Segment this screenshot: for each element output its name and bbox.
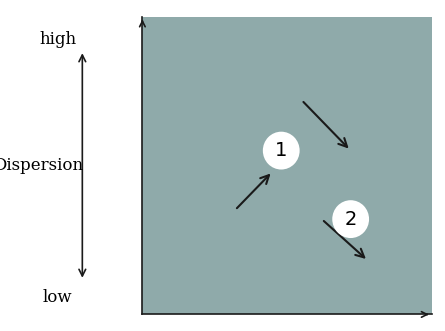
- Text: high: high: [39, 31, 77, 48]
- Text: 2: 2: [344, 210, 357, 229]
- Text: low: low: [43, 289, 73, 307]
- Text: Dispersion: Dispersion: [0, 157, 83, 174]
- Text: 1: 1: [275, 141, 287, 160]
- Circle shape: [333, 201, 368, 237]
- Circle shape: [264, 133, 299, 168]
